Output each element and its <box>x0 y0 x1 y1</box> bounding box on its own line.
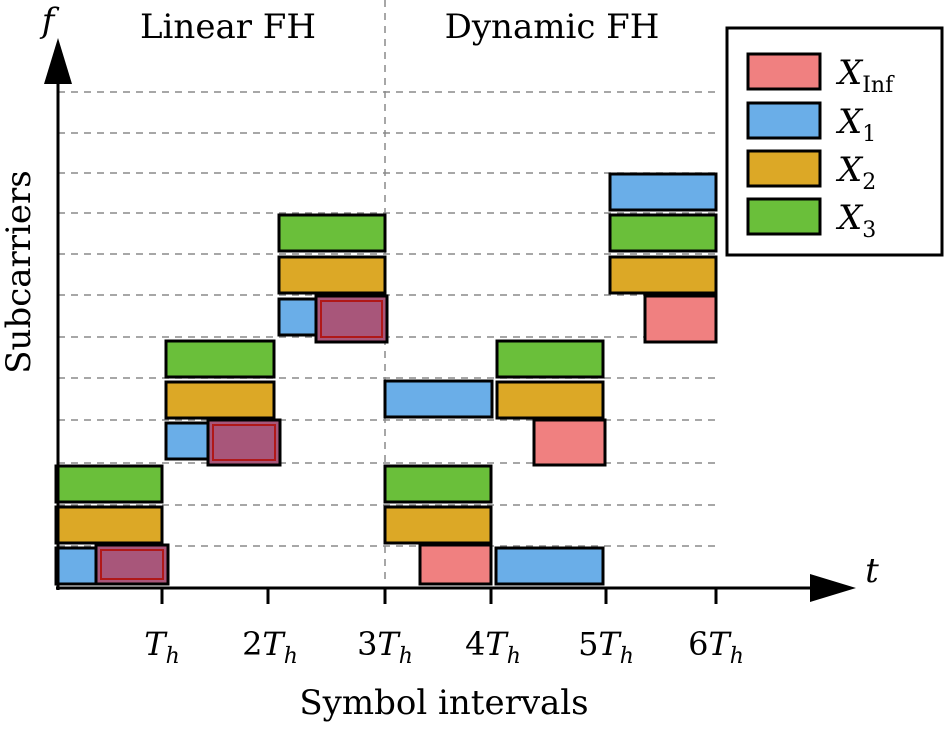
block-inf-overlap <box>206 418 282 467</box>
x-tick-label: 3Th <box>357 625 413 669</box>
block-x1 <box>383 379 494 419</box>
legend-label-inf: XInf <box>835 53 895 98</box>
block-inf-overlap-inner <box>212 424 276 461</box>
y-axis-label: Subcarriers <box>0 170 39 373</box>
block-x3 <box>495 339 605 379</box>
block-x1 <box>277 297 323 337</box>
y-axis-symbol: f <box>39 1 60 41</box>
x-tick-label: 6Th <box>688 625 744 669</box>
block-x3 <box>164 339 276 379</box>
legend-swatch-x1 <box>746 101 822 140</box>
block-x2 <box>277 255 387 295</box>
legend: XInf X1 X2 X3 <box>725 26 944 257</box>
block-x3 <box>277 213 387 253</box>
x-axis-arrow <box>810 574 856 602</box>
block-x1 <box>608 172 718 212</box>
x-tick-labels: Th 2Th 3Th 4Th 5Th 6Th <box>144 625 744 669</box>
block-x3 <box>608 213 718 253</box>
legend-label-x3: X3 <box>835 198 876 243</box>
linear-fh-blocks <box>54 213 389 586</box>
y-axis-arrow <box>44 38 72 84</box>
legend-label-x2: X2 <box>835 150 876 195</box>
block-inf <box>643 294 718 344</box>
x-axis-symbol: t <box>865 551 879 591</box>
block-x2 <box>495 380 605 420</box>
x-tick-label: Th <box>144 625 180 669</box>
legend-swatch-x3 <box>746 197 822 236</box>
block-inf-overlap <box>314 294 389 344</box>
block-x3 <box>54 464 164 504</box>
section-title-linear: Linear FH <box>140 7 316 47</box>
block-x2 <box>608 255 718 295</box>
legend-swatch-x2 <box>746 149 822 188</box>
x-tick-label: 4Th <box>465 625 521 669</box>
axes <box>44 38 856 604</box>
block-x3 <box>383 464 493 504</box>
legend-swatch-inf <box>746 52 822 91</box>
block-x2 <box>383 505 493 545</box>
legend-label-x1: X1 <box>835 102 876 147</box>
block-inf-overlap-inner <box>320 300 383 338</box>
block-inf <box>532 418 607 467</box>
x-tick-label: 5Th <box>578 625 634 669</box>
dynamic-fh-blocks <box>383 172 718 586</box>
block-inf-overlap-inner <box>100 549 164 580</box>
section-title-dynamic: Dynamic FH <box>445 7 660 47</box>
x-tick-label: 2Th <box>242 625 298 669</box>
block-x2 <box>54 505 164 545</box>
block-inf-overlap <box>94 543 170 586</box>
block-x1 <box>494 546 605 586</box>
x-axis-label: Symbol intervals <box>299 683 588 723</box>
block-inf <box>418 543 493 586</box>
block-x2 <box>164 380 276 420</box>
